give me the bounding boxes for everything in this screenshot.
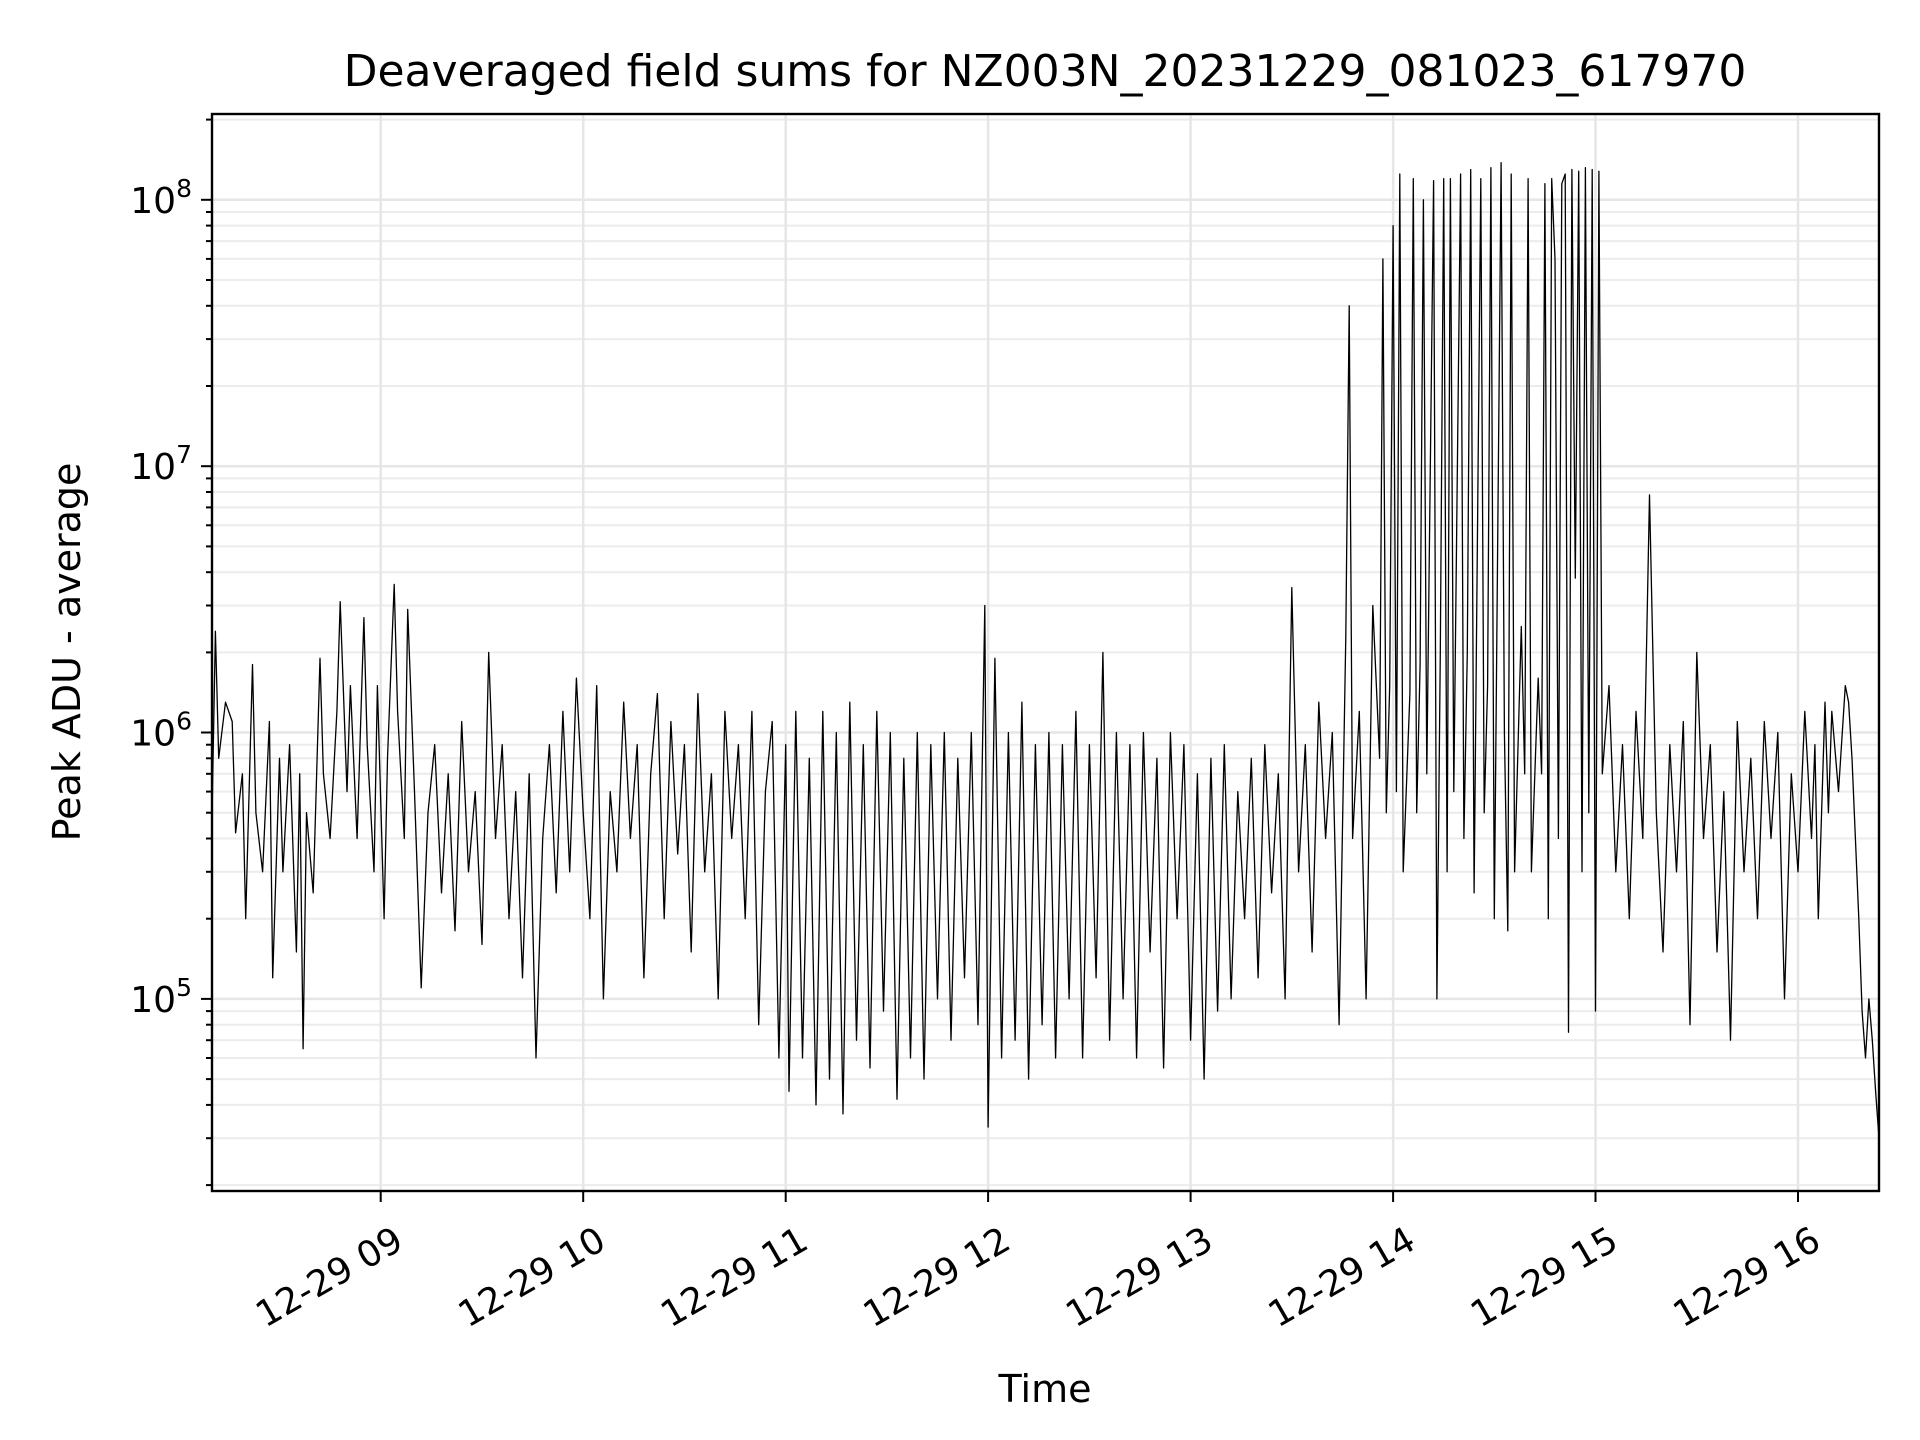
plot-layer [211, 161, 1880, 1139]
x-axis-label: Time [998, 1367, 1092, 1411]
chart-title: Deaveraged field sums for NZ003N_2023122… [344, 46, 1747, 97]
y-axis-label: Peak ADU - average [45, 463, 89, 842]
y-tick-label: 105 [130, 973, 192, 1021]
series-line [211, 161, 1880, 1139]
y-tick-label: 107 [130, 440, 192, 488]
y-tick-label: 108 [130, 174, 192, 222]
y-tick-label: 106 [130, 707, 192, 755]
